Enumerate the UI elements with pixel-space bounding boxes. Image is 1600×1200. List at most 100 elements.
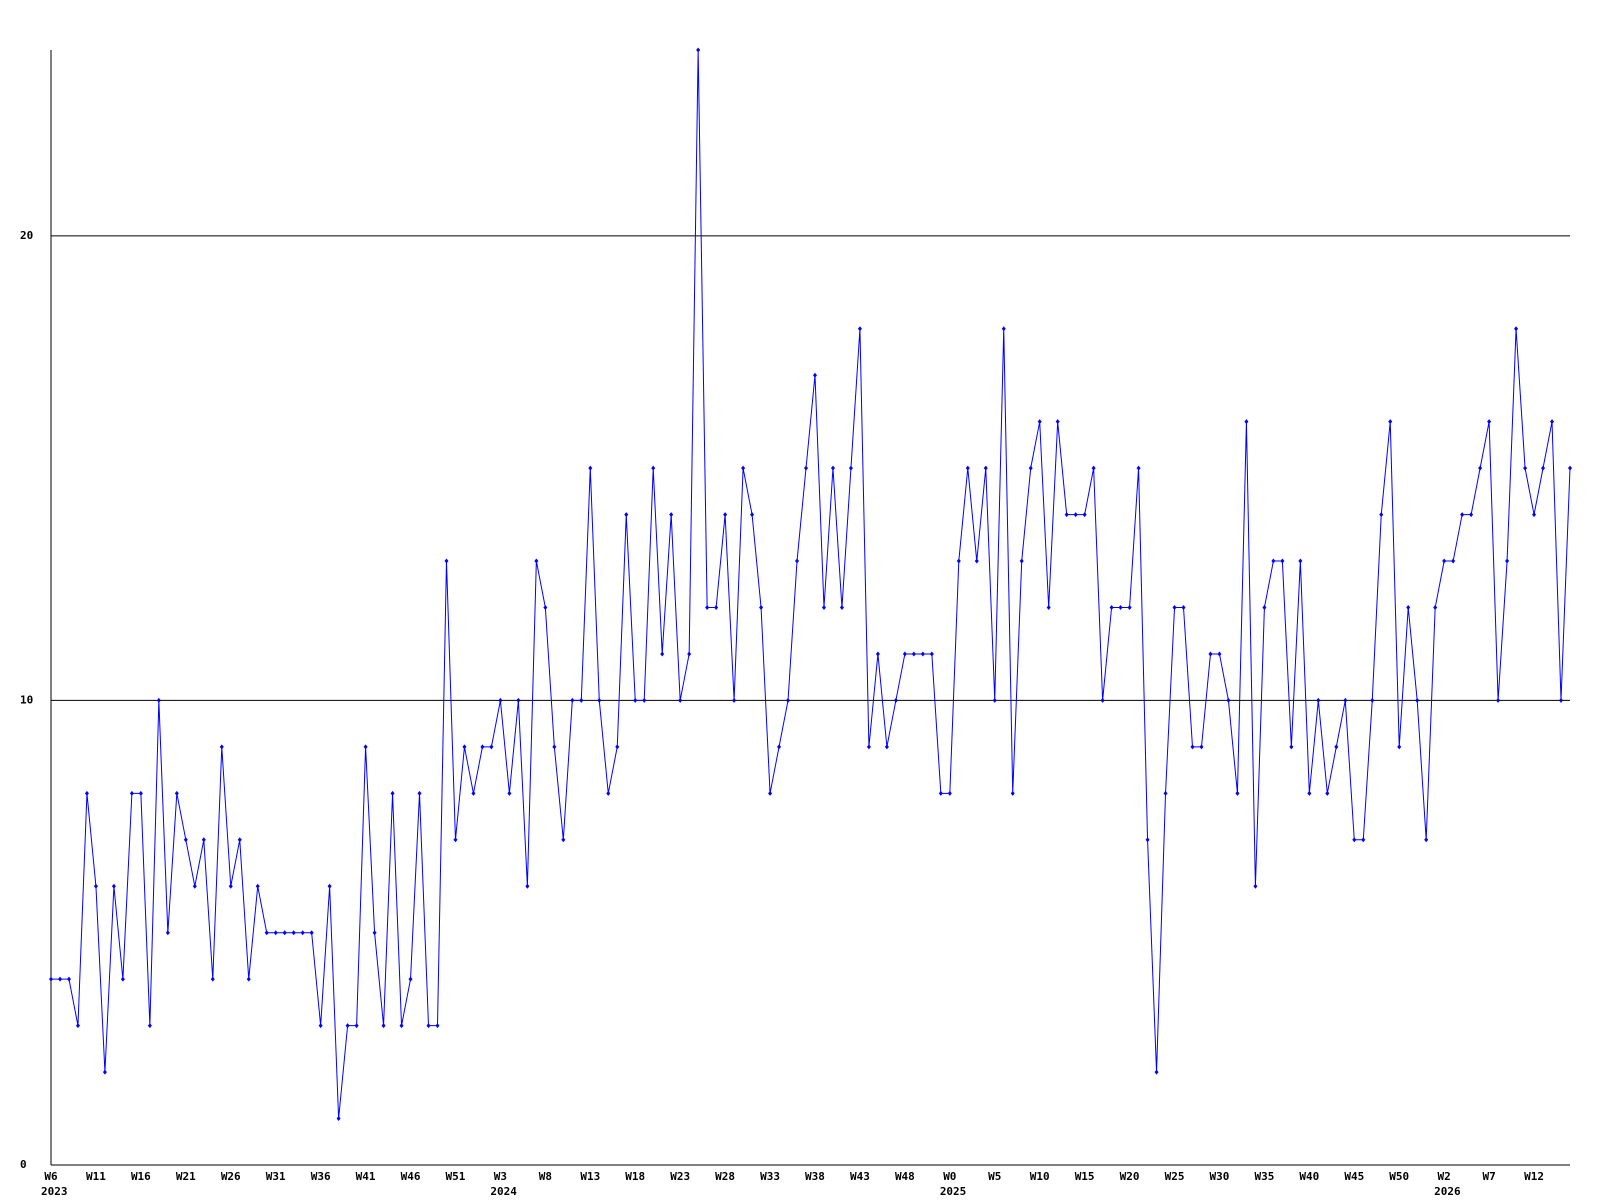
data-point	[1019, 558, 1024, 564]
data-point	[1262, 605, 1267, 610]
data-point	[1217, 651, 1222, 657]
data-point	[1055, 419, 1060, 425]
data-point	[1388, 419, 1393, 425]
x-tick-label: W16	[131, 1170, 151, 1183]
data-point	[1541, 465, 1546, 471]
data-point	[732, 697, 737, 703]
data-point	[956, 558, 961, 564]
x-tick-label: W26	[221, 1170, 241, 1183]
x-tick-label: W50	[1389, 1170, 1409, 1183]
data-point	[1325, 790, 1330, 796]
data-point	[552, 744, 557, 750]
data-point	[111, 883, 116, 889]
data-point	[902, 651, 907, 657]
data-point	[839, 605, 844, 610]
data-point	[138, 790, 143, 796]
data-point	[102, 1069, 107, 1075]
data-point	[93, 883, 98, 889]
data-point	[1244, 419, 1249, 425]
data-point	[192, 883, 197, 889]
data-point	[300, 930, 305, 936]
data-point	[1271, 558, 1276, 564]
data-point	[1064, 512, 1069, 518]
year-label: 2024	[490, 1185, 517, 1198]
data-point	[795, 558, 800, 564]
data-point	[1514, 326, 1519, 332]
data-point	[1253, 883, 1258, 889]
data-point	[1289, 744, 1294, 750]
data-point	[399, 1023, 404, 1029]
data-point	[390, 790, 395, 796]
data-point	[264, 930, 269, 936]
data-point	[848, 465, 853, 471]
x-tick-label: W23	[670, 1170, 690, 1183]
data-point	[516, 697, 521, 703]
data-point	[1361, 837, 1366, 843]
data-point	[920, 651, 925, 657]
data-point	[75, 1023, 80, 1029]
data-point	[156, 697, 161, 703]
x-tick-label: W35	[1254, 1170, 1274, 1183]
data-line	[51, 49, 1571, 1119]
data-point	[210, 976, 215, 982]
year-label: 2025	[940, 1185, 967, 1198]
x-tick-label: W40	[1299, 1170, 1319, 1183]
data-point	[1181, 605, 1186, 610]
data-point	[804, 465, 809, 471]
x-tick-label: W8	[539, 1170, 552, 1183]
data-point	[723, 512, 728, 518]
data-point	[543, 605, 548, 610]
data-point	[489, 744, 494, 750]
data-point	[246, 976, 251, 982]
data-point	[1397, 744, 1402, 750]
data-point	[651, 465, 656, 471]
data-point	[1190, 744, 1195, 750]
data-point	[768, 790, 773, 796]
x-tick-label: W38	[805, 1170, 825, 1183]
x-tick-label: W12	[1524, 1170, 1544, 1183]
data-point	[911, 651, 916, 657]
year-label: 2026	[1434, 1185, 1461, 1198]
data-point	[812, 372, 817, 378]
data-point	[642, 697, 647, 703]
data-point	[417, 790, 422, 796]
data-point	[327, 883, 332, 889]
data-point	[1505, 558, 1510, 564]
data-point	[1442, 558, 1447, 564]
data-point	[174, 790, 179, 796]
data-point	[579, 697, 584, 703]
data-point	[471, 790, 476, 796]
y-tick-label: 0	[20, 1158, 27, 1171]
data-point	[660, 651, 665, 657]
y-tick-label: 10	[20, 693, 33, 706]
data-point	[426, 1023, 431, 1029]
data-point	[1559, 697, 1564, 703]
data-point	[255, 883, 260, 889]
data-point	[219, 744, 224, 750]
data-point	[1496, 697, 1501, 703]
data-point	[633, 697, 638, 703]
data-point	[857, 326, 862, 332]
data-point	[947, 790, 952, 796]
data-point	[1370, 697, 1375, 703]
data-point	[453, 837, 458, 843]
data-point	[1343, 697, 1348, 703]
data-point	[696, 47, 701, 53]
x-tick-label: W0	[943, 1170, 956, 1183]
data-point	[354, 1023, 359, 1029]
data-point	[1235, 790, 1240, 796]
data-point	[893, 697, 898, 703]
data-point	[1469, 512, 1474, 518]
data-point	[84, 790, 89, 796]
data-point	[435, 1023, 440, 1029]
data-point	[462, 744, 467, 750]
x-tick-label: W36	[311, 1170, 331, 1183]
data-point	[1316, 697, 1321, 703]
data-point	[1136, 465, 1141, 471]
x-tick-label: W33	[760, 1170, 780, 1183]
x-tick-label: W30	[1210, 1170, 1230, 1183]
data-point	[1532, 512, 1537, 518]
data-point	[372, 930, 377, 936]
data-point	[228, 883, 233, 889]
data-point	[165, 930, 170, 936]
